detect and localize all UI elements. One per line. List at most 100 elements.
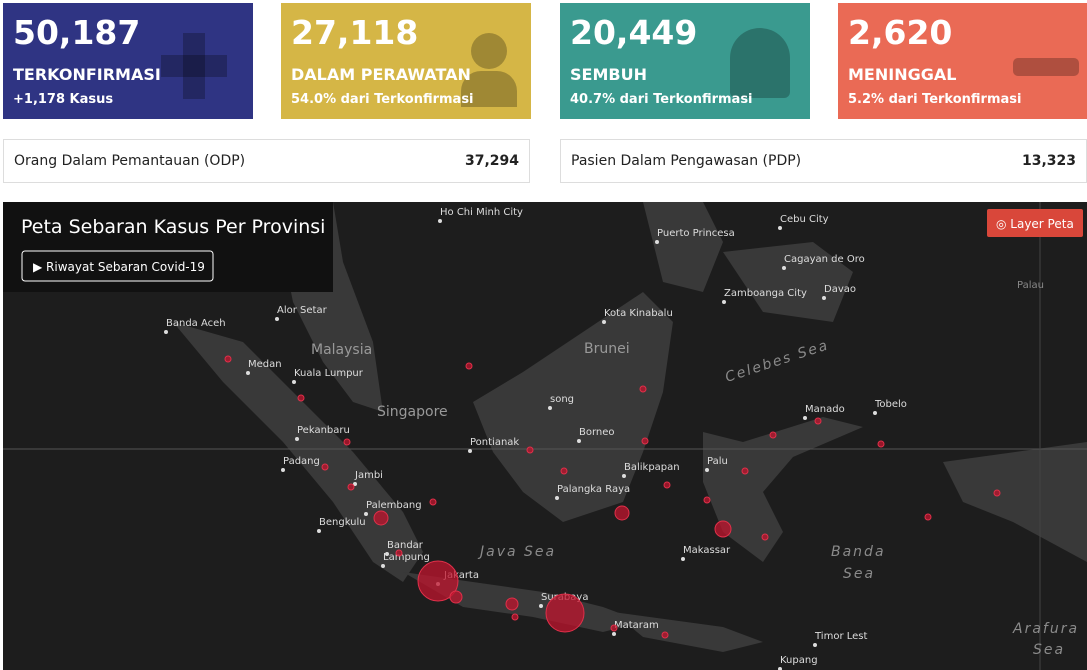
map-label: Arafura bbox=[1012, 621, 1079, 637]
map-label: Alor Setar bbox=[277, 305, 328, 316]
city-dot bbox=[778, 226, 782, 230]
city-dot bbox=[722, 300, 726, 304]
card: 20,449 SEMBUH 40.7% dari Terkonfirmasi bbox=[560, 3, 810, 119]
map-label: Puerto Princesa bbox=[657, 228, 735, 239]
history-button[interactable] bbox=[21, 250, 214, 282]
case-bubble bbox=[511, 613, 519, 621]
city-dot bbox=[295, 437, 299, 441]
icon bbox=[461, 71, 517, 107]
label: DALAM PERAWATAN bbox=[291, 65, 471, 84]
map-label: Medan bbox=[248, 359, 282, 370]
case-bubble bbox=[703, 496, 711, 504]
case-bubble bbox=[663, 481, 671, 489]
map-label: Borneo bbox=[579, 427, 615, 438]
city-dot bbox=[548, 406, 552, 410]
city-dot bbox=[782, 266, 786, 270]
case-bubble bbox=[545, 593, 585, 633]
stat-label: Orang Dalam Pemantauan (ODP) bbox=[14, 153, 246, 169]
city-dot bbox=[873, 411, 877, 415]
case-bubble bbox=[641, 437, 649, 445]
sub: 40.7% dari Terkonfirmasi bbox=[570, 92, 753, 107]
stat-label: Pasien Dalam Pengawasan (PDP) bbox=[571, 153, 802, 169]
case-bubble bbox=[347, 483, 355, 491]
map-label: Pontianak bbox=[470, 437, 519, 448]
history-button-label[interactable]: ▶ Riwayat Sebaran Covid-19 bbox=[33, 260, 205, 274]
number: 20,449 bbox=[570, 13, 698, 52]
city-dot bbox=[705, 468, 709, 472]
case-bubble bbox=[321, 463, 329, 471]
map-label: Manado bbox=[805, 404, 845, 415]
map-label: Palau bbox=[1017, 280, 1044, 291]
case-bubble bbox=[449, 590, 463, 604]
map-label: Cagayan de Oro bbox=[784, 254, 865, 265]
map-label: Bengkulu bbox=[319, 517, 366, 528]
sub: 54.0% dari Terkonfirmasi bbox=[291, 92, 474, 107]
case-bubble bbox=[877, 440, 885, 448]
case-bubble bbox=[639, 385, 647, 393]
map: Ho Chi Minh City Cebu City Puerto Princesa… bbox=[3, 202, 1087, 670]
map-label: Palu bbox=[707, 456, 728, 467]
case-bubble bbox=[417, 560, 459, 602]
map-label: Jakarta bbox=[443, 570, 479, 581]
label: TERKONFIRMASI bbox=[13, 65, 161, 84]
city-dot bbox=[813, 643, 817, 647]
city-dot bbox=[822, 296, 826, 300]
map-label: Balikpapan bbox=[624, 462, 680, 473]
city-dot bbox=[246, 371, 250, 375]
case-bubble bbox=[297, 394, 305, 402]
case-bubble bbox=[395, 549, 403, 557]
map-label: Kuala Lumpur bbox=[294, 368, 364, 379]
label: SEMBUH bbox=[570, 65, 647, 84]
city-dot bbox=[281, 468, 285, 472]
city-dot bbox=[602, 320, 606, 324]
case-bubble bbox=[993, 489, 1001, 497]
city-dot bbox=[539, 604, 543, 608]
case-bubble bbox=[526, 446, 534, 454]
city-dot bbox=[681, 557, 685, 561]
map-label: Davao bbox=[824, 284, 856, 295]
case-bubble bbox=[224, 355, 232, 363]
map-label: Timor Lest bbox=[814, 631, 867, 642]
city-dot bbox=[622, 474, 626, 478]
case-bubble bbox=[761, 533, 769, 541]
city-dot bbox=[468, 449, 472, 453]
card: 50,187 TERKONFIRMASI +1,178 Kasus bbox=[3, 3, 253, 119]
sub: 5.2% dari Terkonfirmasi bbox=[848, 92, 1022, 107]
case-bubble bbox=[741, 467, 749, 475]
case-bubble bbox=[814, 417, 822, 425]
case-bubble bbox=[714, 520, 732, 538]
number: 2,620 bbox=[848, 13, 953, 52]
city-dot bbox=[655, 240, 659, 244]
map-label: Padang bbox=[283, 456, 320, 467]
case-bubble bbox=[560, 467, 568, 475]
map-label: Mataram bbox=[614, 620, 659, 631]
layer-button-label[interactable]: ◎ Layer Peta bbox=[996, 217, 1074, 231]
map-label: Ho Chi Minh City bbox=[440, 207, 523, 218]
map-label: Zamboanga City bbox=[724, 288, 807, 299]
city-dot bbox=[292, 380, 296, 384]
icon bbox=[161, 55, 227, 77]
city-dot bbox=[275, 317, 279, 321]
city-dot bbox=[353, 482, 357, 486]
map-label: Pekanbaru bbox=[297, 425, 350, 436]
map-label: Palangka Raya bbox=[557, 484, 630, 495]
city-dot bbox=[612, 632, 616, 636]
city-dot bbox=[381, 564, 385, 568]
map-label: Banda Aceh bbox=[166, 318, 226, 329]
map-title: Peta Sebaran Kasus Per Provinsi bbox=[21, 216, 325, 238]
map-label: Jambi bbox=[354, 470, 383, 481]
city-dot bbox=[803, 416, 807, 420]
card: 27,118 DALAM PERAWATAN 54.0% dari Terkon… bbox=[281, 3, 531, 119]
map-label: Kupang bbox=[780, 655, 818, 666]
case-bubble bbox=[661, 631, 669, 639]
icon bbox=[183, 33, 205, 99]
map-label: Bandar bbox=[387, 540, 424, 551]
layer-button[interactable] bbox=[987, 209, 1083, 237]
map-label: Brunei bbox=[584, 341, 630, 357]
card: 2,620 MENINGGAL 5.2% dari Terkonfirmasi bbox=[838, 3, 1087, 119]
case-bubble bbox=[429, 498, 437, 506]
city-dot bbox=[577, 439, 581, 443]
map-label: Palembang bbox=[366, 500, 422, 511]
case-bubble bbox=[373, 510, 389, 526]
map-label: Kota Kinabalu bbox=[604, 308, 673, 319]
